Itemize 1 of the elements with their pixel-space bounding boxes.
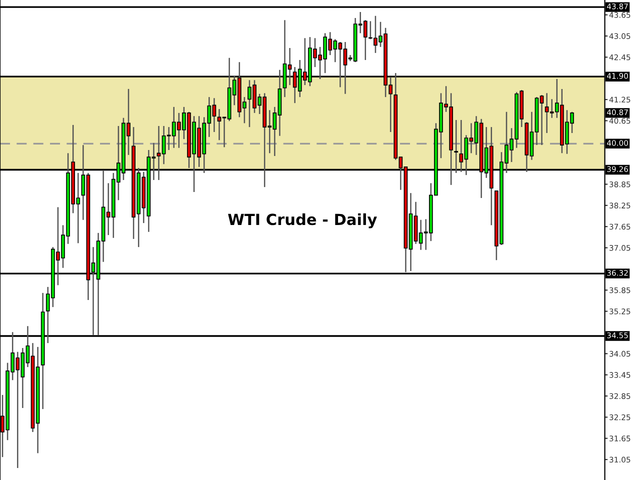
text: WTI Crude - Daily [228,213,377,228]
